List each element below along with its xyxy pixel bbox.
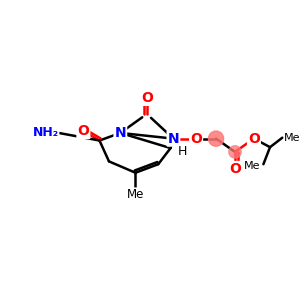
Circle shape <box>229 146 241 158</box>
Circle shape <box>208 131 224 146</box>
Text: O: O <box>190 132 202 145</box>
Text: Me: Me <box>284 133 300 143</box>
Text: O: O <box>229 162 241 176</box>
Text: Me: Me <box>127 188 144 201</box>
Text: Me: Me <box>244 161 261 171</box>
Text: NH₂: NH₂ <box>33 126 59 140</box>
Text: O: O <box>141 91 153 105</box>
Text: O: O <box>248 132 260 145</box>
Text: N: N <box>168 132 179 145</box>
Text: N: N <box>115 126 126 140</box>
Text: O: O <box>77 124 89 138</box>
Text: H: H <box>178 146 188 158</box>
